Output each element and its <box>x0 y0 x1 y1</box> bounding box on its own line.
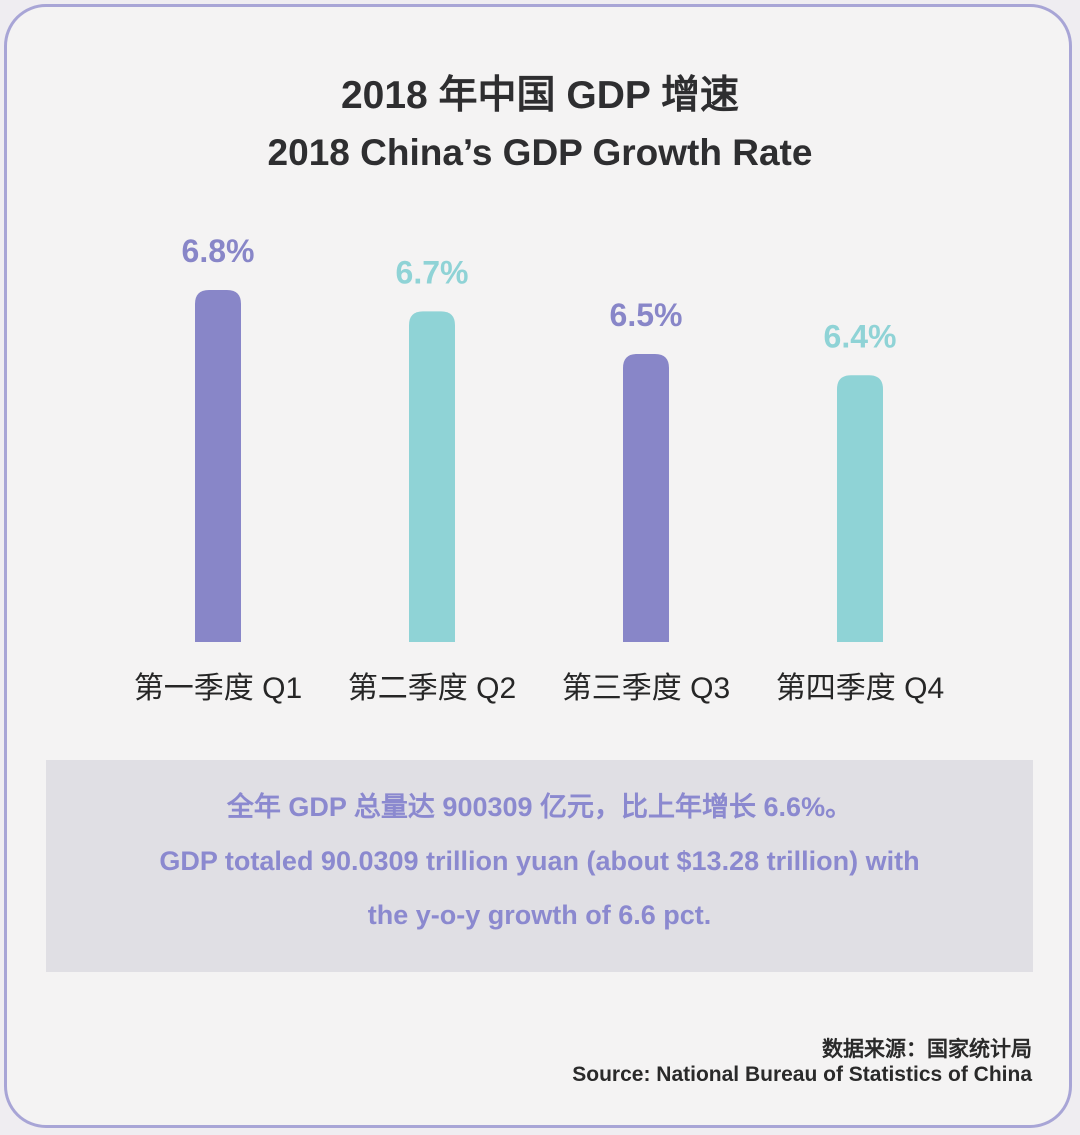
value-label-3: 6.5% <box>610 297 683 333</box>
chart-title-english: 2018 China’s GDP Growth Rate <box>267 132 813 173</box>
value-label-2: 6.7% <box>396 254 469 290</box>
summary-line-english-2: the y-o-y growth of 6.6 pct. <box>367 900 712 930</box>
bar-1 <box>195 290 241 642</box>
value-label-1: 6.8% <box>182 233 255 269</box>
source-english: Source: National Bureau of Statistics of… <box>572 1063 1032 1086</box>
bar-chart: 6.8% 第一季度 Q1 6.7% 第二季度 Q2 6.5% 第三季度 Q3 6.4% 第四季… <box>134 233 944 705</box>
category-label-1: 第一季度 Q1 <box>134 672 302 705</box>
summary-line-chinese: 全年 GDP 总量达 900309 亿元，比上年增长 6.6%。 <box>226 792 853 822</box>
source-chinese: 数据来源：国家统计局 <box>822 1038 1032 1061</box>
bar-4 <box>837 375 883 642</box>
summary-line-english-1: GDP totaled 90.0309 trillion yuan (about… <box>159 846 920 876</box>
bar-2 <box>409 311 455 642</box>
value-label-4: 6.4% <box>824 318 897 354</box>
chart-title-chinese: 2018 年中国 GDP 增速 <box>340 74 740 117</box>
category-label-3: 第三季度 Q3 <box>562 672 730 705</box>
summary-box: 全年 GDP 总量达 900309 亿元，比上年增长 6.6%。 GDP tot… <box>46 760 1033 972</box>
category-label-2: 第二季度 Q2 <box>348 672 516 705</box>
category-label-4: 第四季度 Q4 <box>776 672 944 705</box>
bar-3 <box>623 353 669 642</box>
